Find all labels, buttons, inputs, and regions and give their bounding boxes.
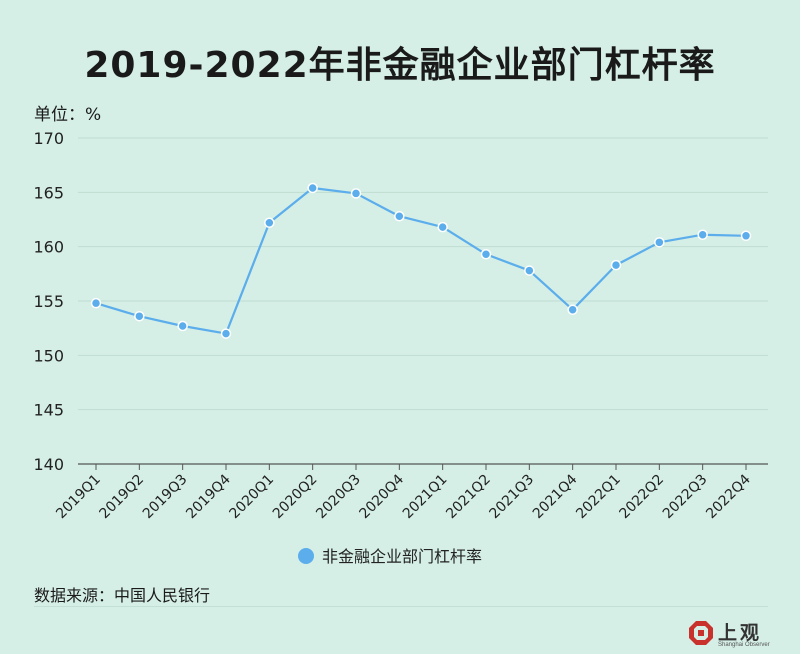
x-tick-label: 2019Q1	[53, 472, 104, 523]
y-tick-label: 150	[33, 346, 64, 365]
legend-label: 非金融企业部门杠杆率	[322, 547, 482, 566]
grid-lines	[78, 137, 768, 411]
publisher-logo: 上观 Shanghai Observer	[688, 618, 778, 650]
data-point	[654, 237, 665, 248]
data-point	[697, 229, 708, 240]
x-tick-label: 2019Q2	[97, 472, 148, 523]
data-point	[437, 221, 448, 233]
x-tick-label: 2021Q2	[443, 472, 494, 523]
series-line	[95, 186, 747, 335]
logo-text: 上观	[718, 622, 763, 644]
x-tick-label: 2019Q3	[140, 472, 191, 523]
x-tick-label: 2022Q2	[617, 472, 668, 523]
unit-label: 单位：%	[34, 105, 102, 125]
y-tick-label: 170	[33, 129, 64, 148]
logo-subtext: Shanghai Observer	[718, 642, 770, 648]
line-chart: 140 145 150 155 160 165 170 2019Q12019Q22019Q3…	[33, 129, 768, 566]
legend-marker	[298, 548, 314, 564]
data-point	[480, 249, 492, 260]
logo-mark-icon	[689, 621, 713, 645]
data-point	[134, 310, 145, 322]
data-point	[90, 297, 102, 309]
y-tick-label: 140	[33, 455, 64, 474]
data-point	[264, 217, 275, 229]
data-point	[610, 259, 622, 271]
x-tick-label: 2021Q4	[530, 471, 581, 522]
y-axis-ticks: 140 145 150 155 160 165 170	[33, 129, 64, 474]
x-tick-label: 2021Q3	[487, 472, 538, 523]
x-axis: 2019Q12019Q22019Q32019Q42020Q12020Q22020…	[53, 463, 768, 523]
data-point	[524, 265, 535, 276]
data-source: 数据来源：中国人民银行	[34, 586, 211, 605]
y-tick-label: 145	[33, 401, 64, 420]
data-point	[740, 230, 752, 242]
chart-title: 2019-2022年非金融企业部门杠杆率	[84, 45, 716, 86]
legend: 非金融企业部门杠杆率	[298, 547, 482, 566]
x-tick-label: 2022Q1	[573, 472, 624, 523]
data-point	[394, 210, 405, 222]
data-point	[307, 182, 318, 194]
y-tick-label: 160	[33, 238, 64, 257]
x-tick-label: 2019Q4	[183, 471, 234, 522]
x-tick-label: 2022Q3	[660, 472, 711, 523]
data-point	[567, 304, 578, 315]
x-tick-label: 2020Q2	[270, 472, 321, 523]
x-tick-label: 2020Q1	[227, 472, 278, 523]
data-point	[350, 188, 362, 199]
y-tick-label: 165	[33, 183, 64, 202]
data-point	[177, 320, 188, 332]
x-tick-label: 2021Q1	[400, 472, 451, 523]
footer-divider	[34, 606, 768, 607]
x-tick-label: 2020Q4	[357, 471, 408, 522]
data-point	[220, 328, 232, 339]
x-tick-label: 2022Q4	[703, 471, 754, 522]
series-layer	[90, 182, 752, 339]
x-tick-label: 2020Q3	[313, 472, 364, 523]
y-tick-label: 155	[33, 292, 64, 311]
